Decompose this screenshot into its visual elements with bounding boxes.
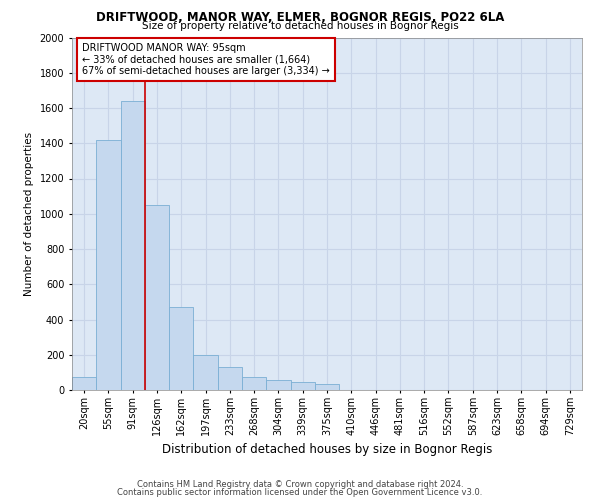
Bar bbox=[121, 101, 145, 390]
Text: DRIFTWOOD MANOR WAY: 95sqm
← 33% of detached houses are smaller (1,664)
67% of s: DRIFTWOOD MANOR WAY: 95sqm ← 33% of deta… bbox=[82, 43, 330, 76]
Bar bbox=[315, 384, 339, 390]
Bar bbox=[290, 382, 315, 390]
Text: Contains public sector information licensed under the Open Government Licence v3: Contains public sector information licen… bbox=[118, 488, 482, 497]
Bar bbox=[145, 205, 169, 390]
X-axis label: Distribution of detached houses by size in Bognor Regis: Distribution of detached houses by size … bbox=[162, 444, 492, 456]
Bar bbox=[169, 307, 193, 390]
Bar bbox=[218, 367, 242, 390]
Bar bbox=[266, 380, 290, 390]
Bar bbox=[242, 377, 266, 390]
Bar bbox=[193, 355, 218, 390]
Bar bbox=[96, 140, 121, 390]
Bar bbox=[72, 377, 96, 390]
Text: Contains HM Land Registry data © Crown copyright and database right 2024.: Contains HM Land Registry data © Crown c… bbox=[137, 480, 463, 489]
Text: Size of property relative to detached houses in Bognor Regis: Size of property relative to detached ho… bbox=[142, 21, 458, 31]
Y-axis label: Number of detached properties: Number of detached properties bbox=[24, 132, 34, 296]
Text: DRIFTWOOD, MANOR WAY, ELMER, BOGNOR REGIS, PO22 6LA: DRIFTWOOD, MANOR WAY, ELMER, BOGNOR REGI… bbox=[96, 11, 504, 24]
